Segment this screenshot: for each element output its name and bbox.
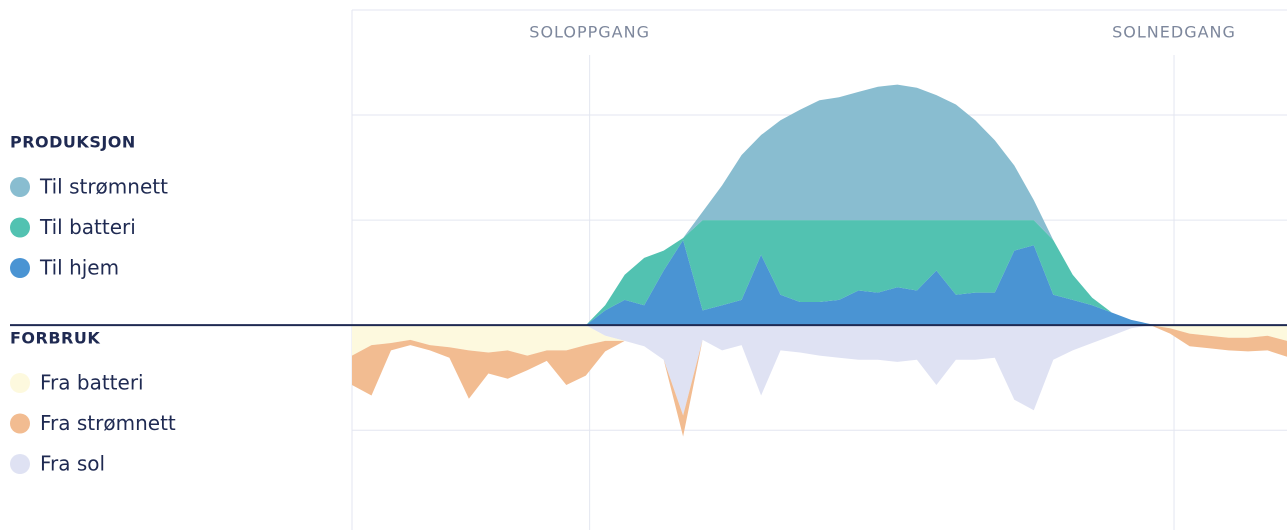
area xyxy=(352,84,1287,326)
area xyxy=(352,325,1287,416)
legend-header: FORBRUK xyxy=(10,329,100,348)
legend-label: Fra batteri xyxy=(40,371,144,395)
legend-swatch xyxy=(10,454,30,474)
area xyxy=(352,325,1287,437)
annotation: SOLNEDGANG xyxy=(1112,23,1236,42)
area xyxy=(352,220,1287,326)
legend-header: PRODUKSJON xyxy=(10,133,136,152)
legend-label: Til batteri xyxy=(39,215,136,239)
legend-swatch xyxy=(10,217,30,238)
legend-swatch xyxy=(10,413,30,434)
legend-swatch xyxy=(10,177,30,197)
area xyxy=(352,240,1287,326)
grid: SOLOPPGANG SOLNEDGANG xyxy=(351,9,1287,530)
area xyxy=(352,325,1287,416)
legend-label: Fra sol xyxy=(40,452,105,476)
legend-label: Til hjem xyxy=(39,256,119,280)
areas xyxy=(352,84,1287,437)
legend: PRODUKSJON Til strømnett Til batteri Til hj… xyxy=(10,133,176,476)
legend-label: Fra strømnett xyxy=(40,411,176,435)
legend-swatch xyxy=(10,258,30,278)
annotation: SOLOPPGANG xyxy=(529,23,650,42)
legend-swatch xyxy=(10,373,30,393)
legend-label: Til strømnett xyxy=(39,175,168,199)
